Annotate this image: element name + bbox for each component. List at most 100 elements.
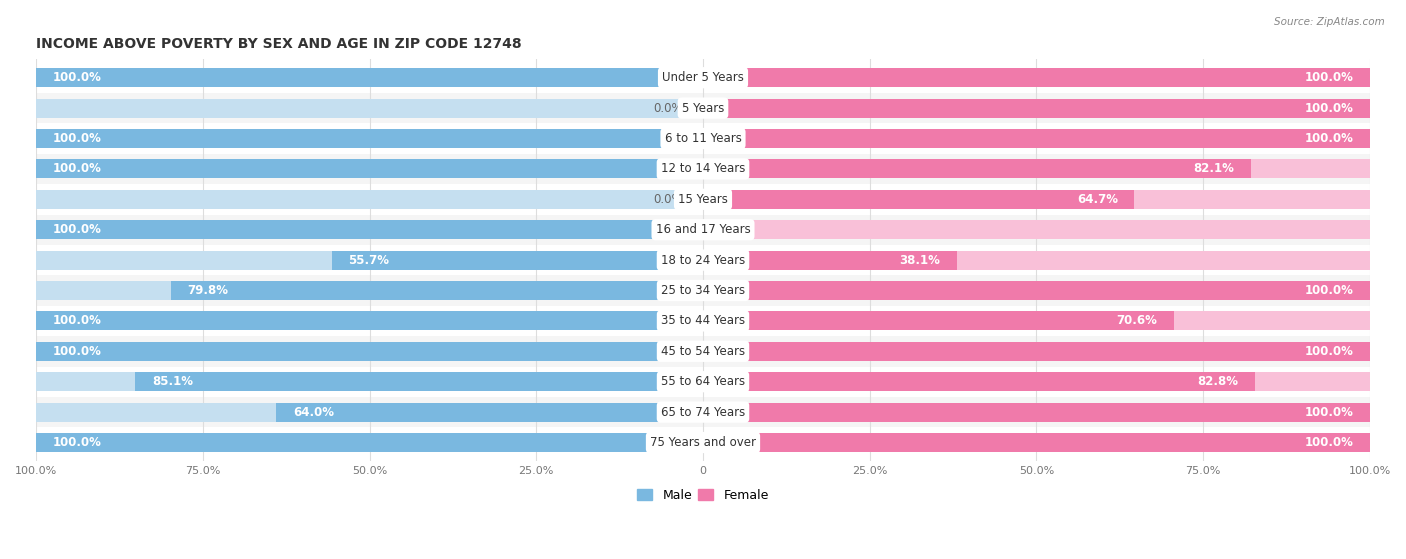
Bar: [332, 250, 703, 269]
Bar: [703, 402, 1369, 421]
Text: 0.0%: 0.0%: [654, 102, 683, 115]
Bar: [703, 342, 1369, 361]
Bar: [703, 99, 1369, 117]
Text: INCOME ABOVE POVERTY BY SEX AND AGE IN ZIP CODE 12748: INCOME ABOVE POVERTY BY SEX AND AGE IN Z…: [37, 37, 522, 51]
Text: 6 to 11 Years: 6 to 11 Years: [665, 132, 741, 145]
Bar: [37, 154, 1369, 184]
Bar: [37, 372, 703, 391]
Bar: [703, 342, 1369, 361]
Text: 100.0%: 100.0%: [1305, 132, 1353, 145]
Bar: [37, 63, 1369, 93]
Text: 38.1%: 38.1%: [900, 254, 941, 267]
Bar: [37, 68, 703, 87]
Bar: [37, 190, 703, 209]
Bar: [37, 433, 703, 452]
Bar: [37, 427, 1369, 458]
Text: 35 to 44 Years: 35 to 44 Years: [661, 314, 745, 328]
Bar: [703, 281, 1369, 300]
Bar: [703, 190, 1135, 209]
Bar: [37, 281, 703, 300]
Bar: [703, 433, 1369, 452]
Bar: [703, 190, 1369, 209]
Bar: [703, 433, 1369, 452]
Text: 100.0%: 100.0%: [1305, 406, 1353, 419]
Text: 82.1%: 82.1%: [1192, 163, 1234, 176]
Text: Source: ZipAtlas.com: Source: ZipAtlas.com: [1274, 17, 1385, 27]
Bar: [703, 372, 1256, 391]
Bar: [37, 367, 1369, 397]
Bar: [37, 215, 1369, 245]
Bar: [37, 220, 703, 239]
Bar: [37, 250, 703, 269]
Bar: [37, 99, 703, 117]
Text: 100.0%: 100.0%: [1305, 345, 1353, 358]
Bar: [37, 311, 703, 330]
Text: 100.0%: 100.0%: [53, 436, 101, 449]
Text: 100.0%: 100.0%: [53, 314, 101, 328]
Text: 18 to 24 Years: 18 to 24 Years: [661, 254, 745, 267]
Text: 100.0%: 100.0%: [1305, 284, 1353, 297]
Bar: [276, 402, 703, 421]
Text: 82.8%: 82.8%: [1198, 375, 1239, 388]
Bar: [37, 93, 1369, 124]
Bar: [703, 250, 957, 269]
Text: 0.0%: 0.0%: [723, 223, 752, 236]
Text: 70.6%: 70.6%: [1116, 314, 1157, 328]
Bar: [37, 159, 703, 178]
Bar: [703, 68, 1369, 87]
Bar: [703, 68, 1369, 87]
Text: 64.7%: 64.7%: [1077, 193, 1118, 206]
Text: 100.0%: 100.0%: [1305, 102, 1353, 115]
Bar: [703, 129, 1369, 148]
Text: 55.7%: 55.7%: [349, 254, 389, 267]
Bar: [703, 159, 1250, 178]
Text: 85.1%: 85.1%: [152, 375, 193, 388]
Bar: [37, 124, 1369, 154]
Text: 100.0%: 100.0%: [1305, 71, 1353, 84]
Bar: [37, 402, 703, 421]
Bar: [703, 311, 1174, 330]
Text: 15 Years: 15 Years: [678, 193, 728, 206]
Bar: [703, 402, 1369, 421]
Bar: [703, 99, 1369, 117]
Legend: Male, Female: Male, Female: [633, 484, 773, 506]
Bar: [37, 184, 1369, 215]
Text: 25 to 34 Years: 25 to 34 Years: [661, 284, 745, 297]
Text: 100.0%: 100.0%: [53, 163, 101, 176]
Bar: [703, 372, 1369, 391]
Bar: [703, 129, 1369, 148]
Bar: [37, 397, 1369, 427]
Text: 100.0%: 100.0%: [53, 345, 101, 358]
Bar: [37, 129, 703, 148]
Bar: [37, 311, 703, 330]
Bar: [703, 311, 1369, 330]
Bar: [703, 159, 1369, 178]
Bar: [37, 433, 703, 452]
Bar: [37, 342, 703, 361]
Bar: [37, 129, 703, 148]
Text: 79.8%: 79.8%: [187, 284, 229, 297]
Text: 64.0%: 64.0%: [292, 406, 333, 419]
Bar: [37, 336, 1369, 367]
Text: 100.0%: 100.0%: [53, 71, 101, 84]
Text: Under 5 Years: Under 5 Years: [662, 71, 744, 84]
Bar: [703, 281, 1369, 300]
Text: 100.0%: 100.0%: [53, 132, 101, 145]
Text: 65 to 74 Years: 65 to 74 Years: [661, 406, 745, 419]
Bar: [37, 306, 1369, 336]
Bar: [37, 220, 703, 239]
Bar: [37, 342, 703, 361]
Text: 5 Years: 5 Years: [682, 102, 724, 115]
Bar: [135, 372, 703, 391]
Text: 16 and 17 Years: 16 and 17 Years: [655, 223, 751, 236]
Text: 0.0%: 0.0%: [654, 193, 683, 206]
Text: 45 to 54 Years: 45 to 54 Years: [661, 345, 745, 358]
Text: 100.0%: 100.0%: [1305, 436, 1353, 449]
Bar: [703, 220, 1369, 239]
Bar: [703, 250, 1369, 269]
Text: 75 Years and over: 75 Years and over: [650, 436, 756, 449]
Bar: [37, 68, 703, 87]
Bar: [37, 159, 703, 178]
Text: 100.0%: 100.0%: [53, 223, 101, 236]
Bar: [37, 245, 1369, 276]
